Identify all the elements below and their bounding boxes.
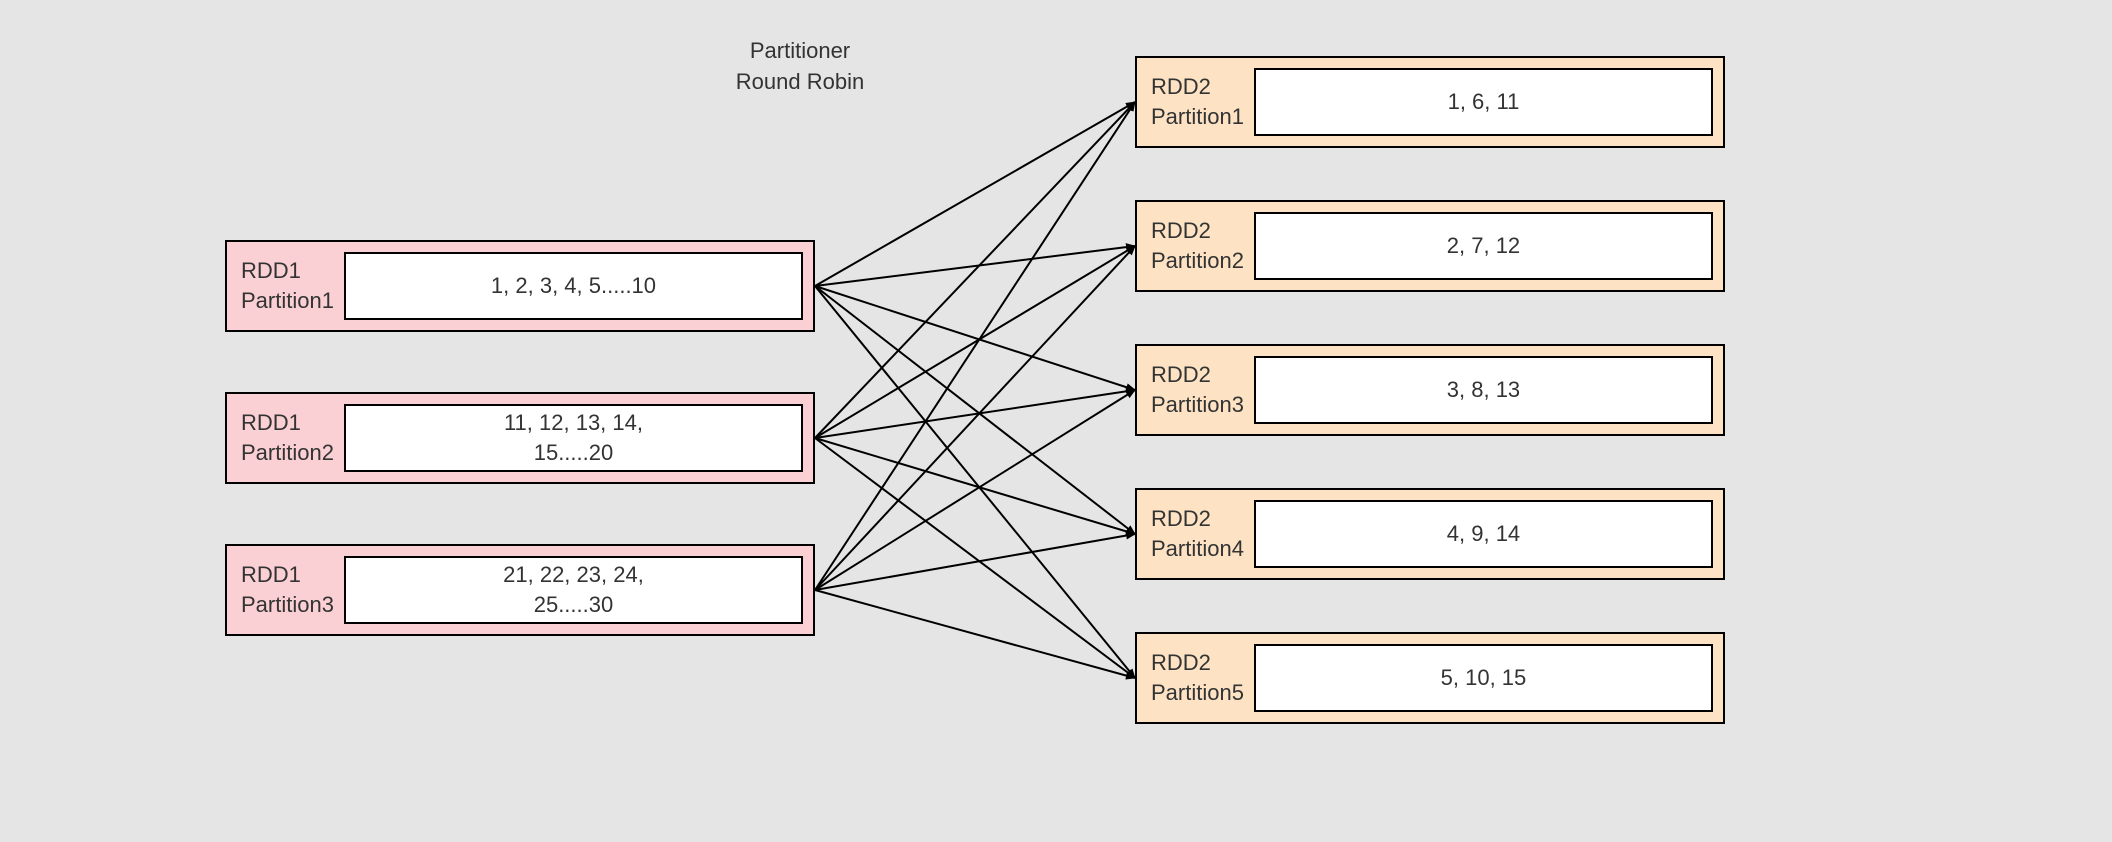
rdd2-partition4-data: 4, 9, 14 <box>1254 500 1713 568</box>
caption-line2: Round Robin <box>736 69 864 94</box>
rdd2-partition1-label: RDD2 Partition1 <box>1137 72 1254 131</box>
edge-rdd1-p1-to-rdd2-p2 <box>815 246 1135 286</box>
rdd1-partition1-label: RDD1 Partition1 <box>227 256 344 315</box>
edge-rdd1-p2-to-rdd2-p3 <box>815 390 1135 438</box>
edge-rdd1-p2-to-rdd2-p5 <box>815 438 1135 678</box>
edge-rdd1-p3-to-rdd2-p4 <box>815 534 1135 590</box>
rdd1-partition3-label: RDD1 Partition3 <box>227 560 344 619</box>
rdd2-partition1-data: 1, 6, 11 <box>1254 68 1713 136</box>
rdd1-partition3: RDD1 Partition3 21, 22, 23, 24, 25.....3… <box>225 544 815 636</box>
edge-rdd1-p2-to-rdd2-p4 <box>815 438 1135 534</box>
rdd2-partition3-data: 3, 8, 13 <box>1254 356 1713 424</box>
edge-rdd1-p3-to-rdd2-p1 <box>815 102 1135 590</box>
edge-rdd1-p1-to-rdd2-p1 <box>815 102 1135 286</box>
rdd1-partition3-data: 21, 22, 23, 24, 25.....30 <box>344 556 803 624</box>
edge-rdd1-p2-to-rdd2-p1 <box>815 102 1135 438</box>
partitioner-caption: Partitioner Round Robin <box>680 36 920 98</box>
rdd2-partition5-data: 5, 10, 15 <box>1254 644 1713 712</box>
edge-rdd1-p2-to-rdd2-p2 <box>815 246 1135 438</box>
edge-rdd1-p3-to-rdd2-p5 <box>815 590 1135 678</box>
edge-rdd1-p1-to-rdd2-p5 <box>815 286 1135 678</box>
rdd1-partition2: RDD1 Partition2 11, 12, 13, 14, 15.....2… <box>225 392 815 484</box>
caption-line1: Partitioner <box>750 38 850 63</box>
rdd2-partition5-label: RDD2 Partition5 <box>1137 648 1254 707</box>
edge-rdd1-p1-to-rdd2-p3 <box>815 286 1135 390</box>
rdd2-partition2-label: RDD2 Partition2 <box>1137 216 1254 275</box>
edge-rdd1-p3-to-rdd2-p2 <box>815 246 1135 590</box>
rdd2-partition2: RDD2 Partition2 2, 7, 12 <box>1135 200 1725 292</box>
edge-rdd1-p1-to-rdd2-p4 <box>815 286 1135 534</box>
rdd2-partition4: RDD2 Partition4 4, 9, 14 <box>1135 488 1725 580</box>
rdd2-partition1: RDD2 Partition1 1, 6, 11 <box>1135 56 1725 148</box>
rdd2-partition3: RDD2 Partition3 3, 8, 13 <box>1135 344 1725 436</box>
rdd2-partition4-label: RDD2 Partition4 <box>1137 504 1254 563</box>
rdd2-partition5: RDD2 Partition5 5, 10, 15 <box>1135 632 1725 724</box>
edge-rdd1-p3-to-rdd2-p3 <box>815 390 1135 590</box>
rdd1-partition2-data: 11, 12, 13, 14, 15.....20 <box>344 404 803 472</box>
rdd1-partition1-data: 1, 2, 3, 4, 5.....10 <box>344 252 803 320</box>
rdd2-partition3-label: RDD2 Partition3 <box>1137 360 1254 419</box>
rdd2-partition2-data: 2, 7, 12 <box>1254 212 1713 280</box>
rdd1-partition1: RDD1 Partition1 1, 2, 3, 4, 5.....10 <box>225 240 815 332</box>
rdd1-partition2-label: RDD1 Partition2 <box>227 408 344 467</box>
